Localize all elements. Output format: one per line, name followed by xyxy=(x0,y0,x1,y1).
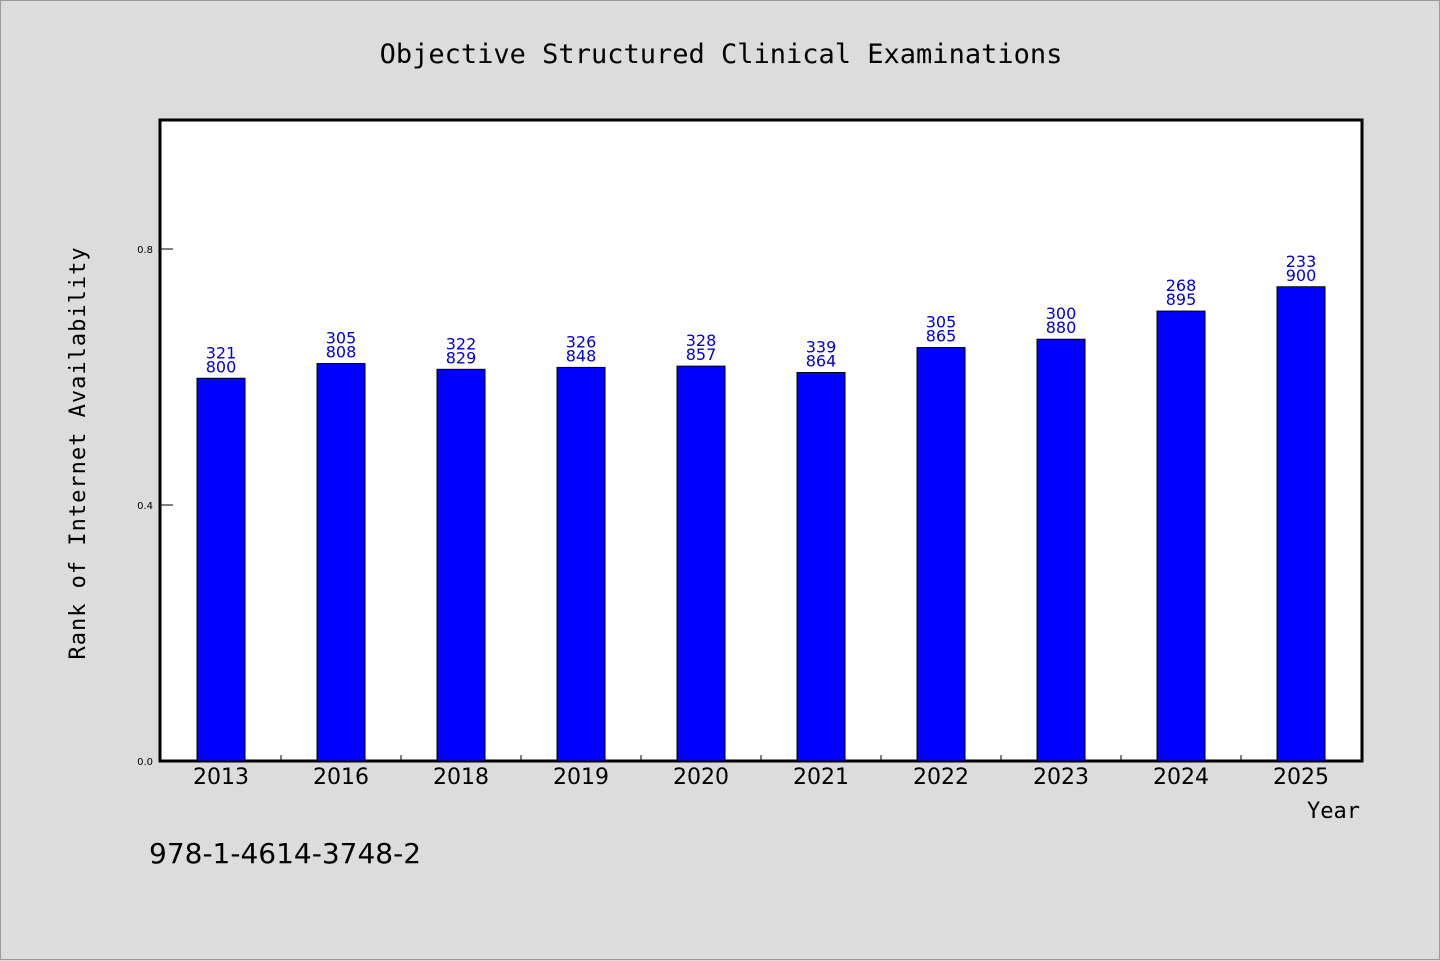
data-label-2019-top: 326 xyxy=(566,332,597,351)
x-tick-label-2013: 2013 xyxy=(193,765,249,790)
x-tick-label-2016: 2016 xyxy=(313,765,369,790)
data-label-2025-top: 233 xyxy=(1286,252,1317,271)
data-label-2020-top: 328 xyxy=(686,331,717,350)
x-tick-label-2018: 2018 xyxy=(433,765,489,790)
bar-2025 xyxy=(1276,286,1326,762)
bar-2021 xyxy=(796,372,846,762)
x-axis-ticks: 2013 2016 2018 2019 2020 2021 2022 2023 2024 2025 xyxy=(193,755,1329,790)
y-axis-ticks: 0.0 0.4 0.8 xyxy=(137,245,173,768)
data-label-2013-top: 321 xyxy=(206,343,237,362)
x-tick-label-2022: 2022 xyxy=(913,765,969,790)
data-label-2023-top: 300 xyxy=(1046,304,1077,323)
y-tick-label-0.8: 0.8 xyxy=(137,245,153,256)
data-label-2023-bottom: 880 xyxy=(1046,318,1077,337)
data-label-2018-bottom: 829 xyxy=(446,348,477,367)
x-axis-label: Year xyxy=(1307,799,1360,824)
bar-2024 xyxy=(1156,310,1206,762)
data-label-2022-top: 305 xyxy=(926,313,957,332)
data-label-2025-bottom: 900 xyxy=(1286,266,1317,285)
chart-title: Objective Structured Clinical Examinatio… xyxy=(380,39,1063,70)
data-label-2016-top: 305 xyxy=(326,329,357,348)
data-label-2016-bottom: 808 xyxy=(326,343,357,362)
y-tick-label-0.0: 0.0 xyxy=(137,757,153,768)
data-label-2018-top: 322 xyxy=(446,334,477,353)
data-label-2019-bottom: 848 xyxy=(566,346,597,365)
bar-2019 xyxy=(556,366,606,762)
bar-2013 xyxy=(196,377,246,762)
y-axis-label: Rank of Internet Availability xyxy=(66,246,91,659)
data-label-2021-bottom: 864 xyxy=(806,352,837,371)
bar-2016 xyxy=(316,363,366,762)
bar-2018 xyxy=(436,368,486,762)
x-tick-label-2025: 2025 xyxy=(1273,765,1329,790)
x-tick-label-2019: 2019 xyxy=(553,765,609,790)
x-tick-label-2024: 2024 xyxy=(1153,765,1209,790)
x-tick-label-2023: 2023 xyxy=(1033,765,1089,790)
data-label-2020-bottom: 857 xyxy=(686,345,717,364)
bar-2020 xyxy=(676,365,726,762)
data-label-2021-top: 339 xyxy=(806,338,837,357)
data-label-2024-top: 268 xyxy=(1166,276,1197,295)
y-tick-label-0.4: 0.4 xyxy=(137,501,153,512)
isbn-footer: 978-1-4614-3748-2 xyxy=(149,837,421,870)
bar-2022 xyxy=(916,347,966,762)
x-tick-label-2020: 2020 xyxy=(673,765,729,790)
data-label-2024-bottom: 895 xyxy=(1166,290,1197,309)
data-label-2022-bottom: 865 xyxy=(926,327,957,346)
bars-group xyxy=(196,286,1326,762)
x-tick-label-2021: 2021 xyxy=(793,765,849,790)
bar-2023 xyxy=(1036,338,1086,762)
data-label-2013-bottom: 800 xyxy=(206,357,237,376)
